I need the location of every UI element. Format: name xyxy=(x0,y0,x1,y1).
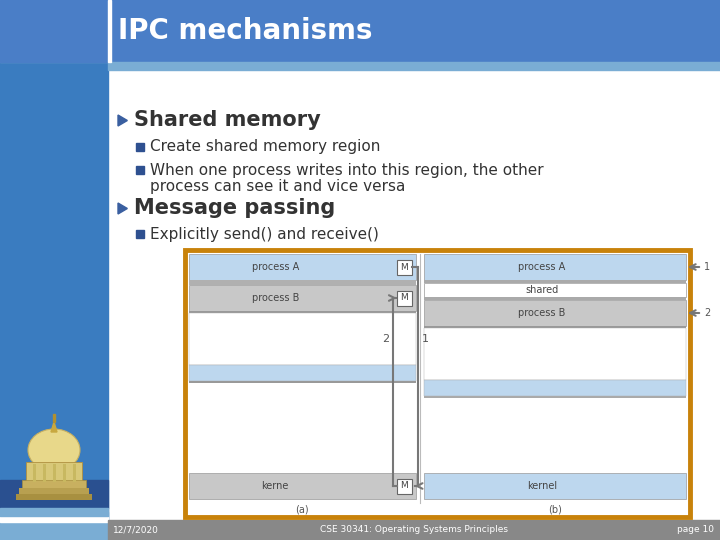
Text: process A: process A xyxy=(251,262,299,272)
Text: Create shared memory region: Create shared memory region xyxy=(150,139,380,154)
Text: (b): (b) xyxy=(548,505,562,515)
Text: process A: process A xyxy=(518,262,565,272)
Bar xyxy=(189,473,416,499)
Bar xyxy=(0,0,720,62)
Bar xyxy=(26,462,82,482)
Text: process can see it and vice versa: process can see it and vice versa xyxy=(150,179,405,193)
Bar xyxy=(189,285,416,311)
Bar xyxy=(189,313,416,365)
Text: page 10: page 10 xyxy=(677,525,714,535)
Text: When one process writes into this region, the other: When one process writes into this region… xyxy=(150,163,544,178)
Bar xyxy=(108,520,720,540)
Bar xyxy=(0,517,108,522)
Bar xyxy=(0,0,108,540)
Text: CSE 30341: Operating Systems Principles: CSE 30341: Operating Systems Principles xyxy=(320,525,508,535)
Bar xyxy=(0,512,108,540)
Text: M: M xyxy=(400,294,408,302)
Bar xyxy=(0,480,108,508)
Bar xyxy=(0,0,108,62)
Text: 2: 2 xyxy=(704,308,710,318)
Bar xyxy=(424,280,686,283)
Bar xyxy=(189,311,416,313)
Bar xyxy=(108,62,720,70)
Text: kerne: kerne xyxy=(261,481,289,491)
Polygon shape xyxy=(118,115,127,126)
Bar xyxy=(189,254,416,280)
Bar xyxy=(397,478,412,494)
Text: M: M xyxy=(400,482,408,490)
Bar xyxy=(424,328,686,380)
Text: shared: shared xyxy=(525,285,559,295)
Polygon shape xyxy=(51,422,57,432)
Bar xyxy=(185,250,690,517)
Bar xyxy=(73,464,76,482)
Bar xyxy=(424,254,686,280)
Bar xyxy=(424,473,686,499)
Bar xyxy=(108,0,111,62)
Bar xyxy=(42,464,45,482)
Bar xyxy=(189,280,416,285)
Bar xyxy=(53,464,55,482)
Bar xyxy=(397,291,412,306)
Bar xyxy=(0,508,108,516)
Bar xyxy=(397,260,412,274)
Bar xyxy=(424,283,686,297)
Bar xyxy=(63,464,66,482)
Bar xyxy=(424,380,686,396)
Text: (a): (a) xyxy=(296,505,309,515)
Bar xyxy=(424,326,686,328)
Text: 1: 1 xyxy=(422,334,429,344)
Bar xyxy=(189,381,416,383)
Text: 1: 1 xyxy=(704,262,710,272)
Text: process B: process B xyxy=(251,293,299,303)
Text: Message passing: Message passing xyxy=(134,198,336,218)
Text: 12/7/2020: 12/7/2020 xyxy=(113,525,159,535)
Bar xyxy=(53,414,55,422)
Text: 2: 2 xyxy=(382,334,389,344)
Text: Shared memory: Shared memory xyxy=(134,110,320,130)
Bar xyxy=(424,396,686,398)
Bar xyxy=(424,300,686,326)
Polygon shape xyxy=(118,203,127,214)
Text: M: M xyxy=(400,262,408,272)
Text: IPC mechanisms: IPC mechanisms xyxy=(118,17,372,45)
Bar xyxy=(189,365,416,381)
Bar xyxy=(32,464,35,482)
Bar xyxy=(136,143,144,151)
Bar xyxy=(16,494,92,500)
Ellipse shape xyxy=(28,429,80,471)
Bar xyxy=(22,480,86,488)
Bar xyxy=(136,166,144,174)
Bar xyxy=(19,488,89,494)
Text: Explicitly send() and receive(): Explicitly send() and receive() xyxy=(150,226,379,241)
Text: process B: process B xyxy=(518,308,565,318)
Text: kernel: kernel xyxy=(527,481,557,491)
Bar xyxy=(136,230,144,238)
Bar xyxy=(424,297,686,300)
